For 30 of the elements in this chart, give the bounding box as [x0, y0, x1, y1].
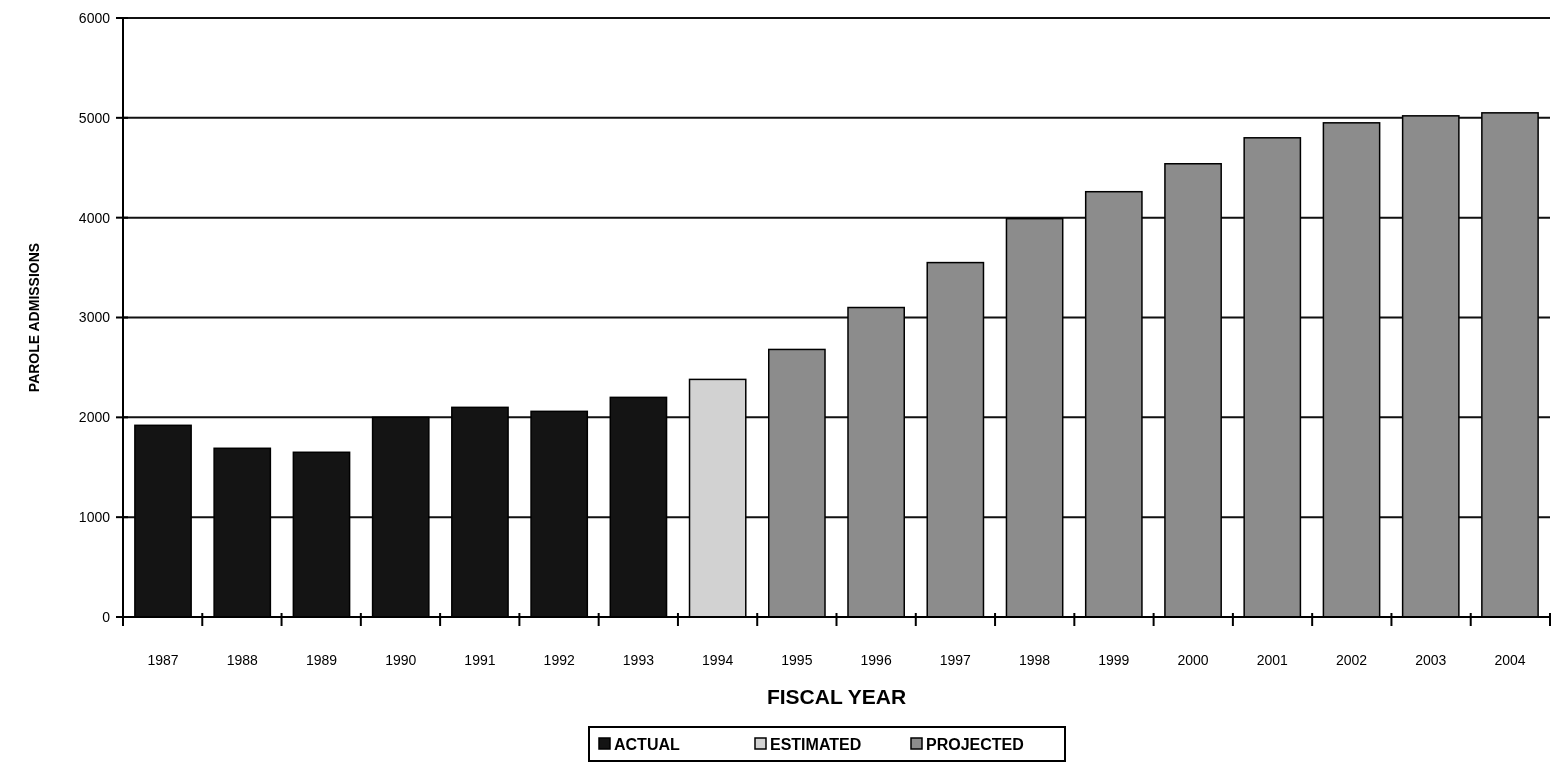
x-tick-label: 1989 — [305, 652, 338, 668]
legend-label: PROJECTED — [926, 735, 1024, 753]
y-tick-label: 0 — [102, 608, 111, 625]
x-tick-label: 2003 — [1415, 652, 1447, 668]
y-tick-label: 2000 — [78, 409, 111, 426]
x-tick-label: 2004 — [1494, 652, 1526, 668]
x-tick-label: 1991 — [464, 652, 496, 668]
x-tick-label: 1987 — [147, 652, 179, 668]
x-tick-label: 1995 — [781, 652, 813, 668]
x-tick-label: 1999 — [1098, 652, 1130, 668]
y-tick-label: 1000 — [78, 509, 111, 526]
x-tick-label: 1993 — [622, 652, 655, 668]
x-tick-label: 2002 — [1335, 652, 1368, 668]
x-tick-label: 1990 — [385, 652, 417, 668]
y-tick-label: 3000 — [78, 309, 111, 326]
y-tick-label: 5000 — [78, 109, 111, 126]
x-tick-label: 1994 — [702, 652, 734, 668]
y-tick-label: 4000 — [78, 209, 111, 226]
y-tick-label: 6000 — [78, 9, 111, 26]
x-tick-label: 1996 — [860, 652, 892, 668]
x-axis-title: FISCAL YEAR — [766, 685, 907, 708]
x-tick-label: 1998 — [1019, 652, 1051, 668]
x-tick-label: 1997 — [939, 652, 972, 668]
x-tick-label: 1988 — [226, 652, 259, 668]
legend-label: ESTIMATED — [770, 735, 862, 753]
x-tick-label: 2000 — [1177, 652, 1209, 668]
legend-label: ACTUAL — [614, 735, 680, 753]
y-axis-title: PAROLE ADMISSIONS — [26, 242, 42, 393]
x-tick-label: 2001 — [1256, 652, 1289, 668]
x-tick-label: 1992 — [543, 652, 575, 668]
